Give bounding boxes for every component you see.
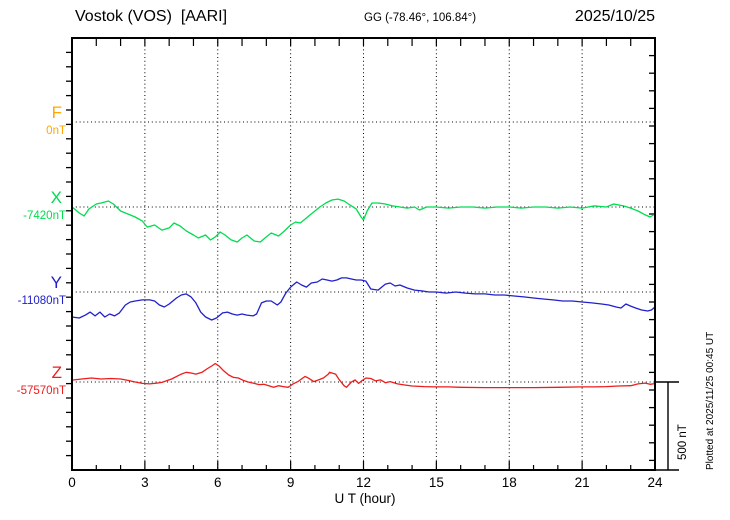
scale-bar-label: 500 nT [677, 424, 689, 460]
x-tick-label: 0 [68, 475, 76, 490]
x-tick-label: 12 [355, 475, 372, 490]
x-tick-label: 18 [501, 475, 517, 490]
component-baseline-y: -11080nT [17, 295, 66, 307]
x-tick-label: 24 [647, 475, 663, 490]
x-tick-label: 9 [286, 475, 295, 490]
x-axis-title: U T (hour) [334, 491, 396, 506]
x-tick-label: 15 [428, 475, 444, 490]
component-letter-x: X [50, 188, 62, 207]
plotted-at-note: Plotted at 2025/11/25 00:45 UT [705, 331, 716, 470]
x-tick-label: 6 [213, 475, 222, 490]
plot-date: 2025/10/25 [574, 8, 655, 25]
geographic-coords: GG (-78.46°, 106.84°) [364, 12, 477, 24]
station-title: Vostok (VOS) [AARI] [75, 8, 228, 25]
component-letter-z: Z [51, 363, 62, 382]
x-tick-label: 3 [141, 475, 149, 490]
x-tick-label: 21 [574, 475, 590, 490]
component-baseline-f: 0nT [46, 125, 66, 137]
component-letter-f: F [51, 103, 62, 122]
component-baseline-z: -57570nT [16, 385, 66, 397]
component-letter-y: Y [50, 273, 62, 292]
component-baseline-x: -7420nT [23, 210, 66, 222]
